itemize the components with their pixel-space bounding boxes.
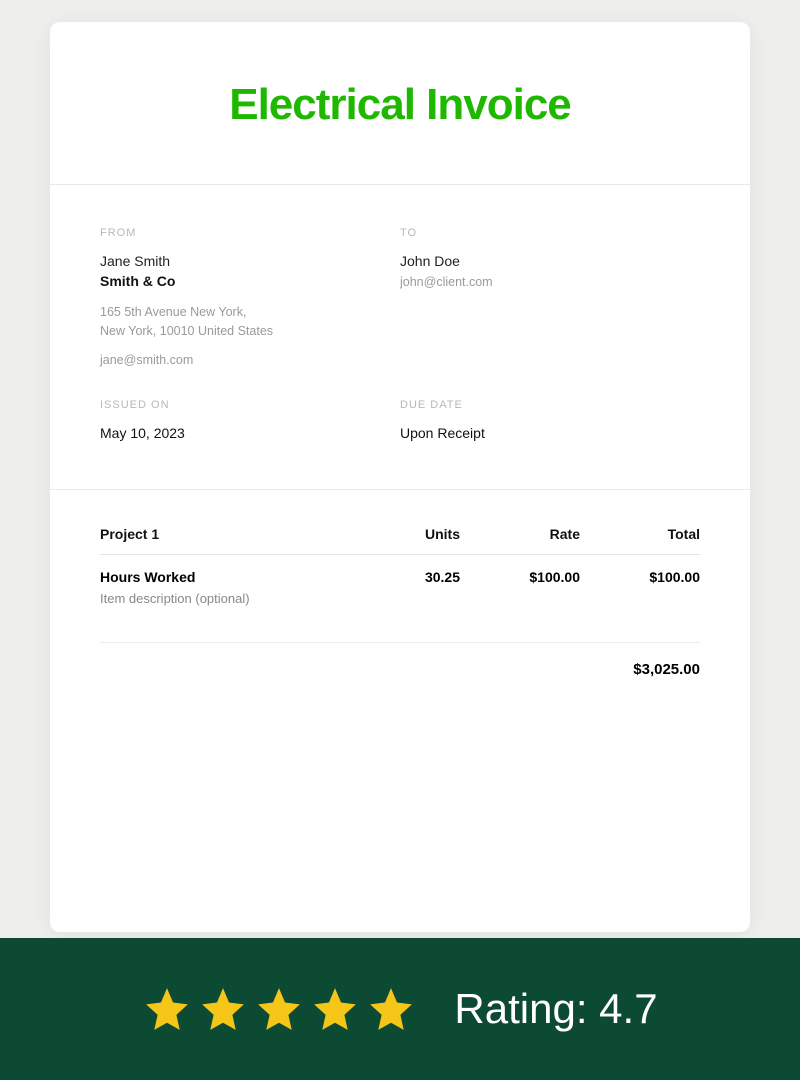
- issued-column: ISSUED ON May 10, 2023: [100, 399, 400, 441]
- from-address1: 165 5th Avenue New York,: [100, 303, 400, 322]
- issued-value: May 10, 2023: [100, 425, 400, 441]
- col-rate: Rate: [460, 526, 580, 542]
- col-units: Units: [350, 526, 460, 542]
- to-column: TO John Doe john@client.com: [400, 227, 700, 367]
- to-label: TO: [400, 227, 700, 239]
- parties-section: FROM Jane Smith Smith & Co 165 5th Avenu…: [50, 185, 750, 367]
- star-icon: [366, 984, 416, 1034]
- due-column: DUE DATE Upon Receipt: [400, 399, 700, 441]
- rating-bar: Rating: 4.7: [0, 938, 800, 1080]
- col-project: Project 1: [100, 526, 350, 542]
- star-icon: [310, 984, 360, 1034]
- issued-label: ISSUED ON: [100, 399, 400, 411]
- star-icon: [254, 984, 304, 1034]
- item-description: Item description (optional): [100, 591, 350, 606]
- item-name-cell: Hours Worked Item description (optional): [100, 569, 350, 606]
- from-company: Smith & Co: [100, 273, 400, 289]
- stars-container: [142, 984, 416, 1034]
- from-name: Jane Smith: [100, 253, 400, 269]
- dates-section: ISSUED ON May 10, 2023 DUE DATE Upon Rec…: [50, 367, 750, 489]
- star-icon: [142, 984, 192, 1034]
- item-name: Hours Worked: [100, 569, 350, 585]
- from-address2: New York, 10010 United States: [100, 322, 400, 341]
- to-name: John Doe: [400, 253, 700, 269]
- from-label: FROM: [100, 227, 400, 239]
- invoice-title: Electrical Invoice: [50, 22, 750, 184]
- grand-total: $3,025.00: [100, 643, 700, 678]
- line-item: Hours Worked Item description (optional)…: [100, 555, 700, 606]
- items-header: Project 1 Units Rate Total: [100, 526, 700, 555]
- col-total: Total: [580, 526, 700, 542]
- invoice-card: Electrical Invoice FROM Jane Smith Smith…: [50, 22, 750, 932]
- to-email: john@client.com: [400, 273, 700, 292]
- due-label: DUE DATE: [400, 399, 700, 411]
- rating-text: Rating: 4.7: [454, 985, 657, 1033]
- items-section: Project 1 Units Rate Total Hours Worked …: [50, 490, 750, 678]
- item-rate: $100.00: [460, 569, 580, 606]
- due-value: Upon Receipt: [400, 425, 700, 441]
- from-column: FROM Jane Smith Smith & Co 165 5th Avenu…: [100, 227, 400, 367]
- from-email: jane@smith.com: [100, 353, 400, 367]
- star-icon: [198, 984, 248, 1034]
- item-total: $100.00: [580, 569, 700, 606]
- item-units: 30.25: [350, 569, 460, 606]
